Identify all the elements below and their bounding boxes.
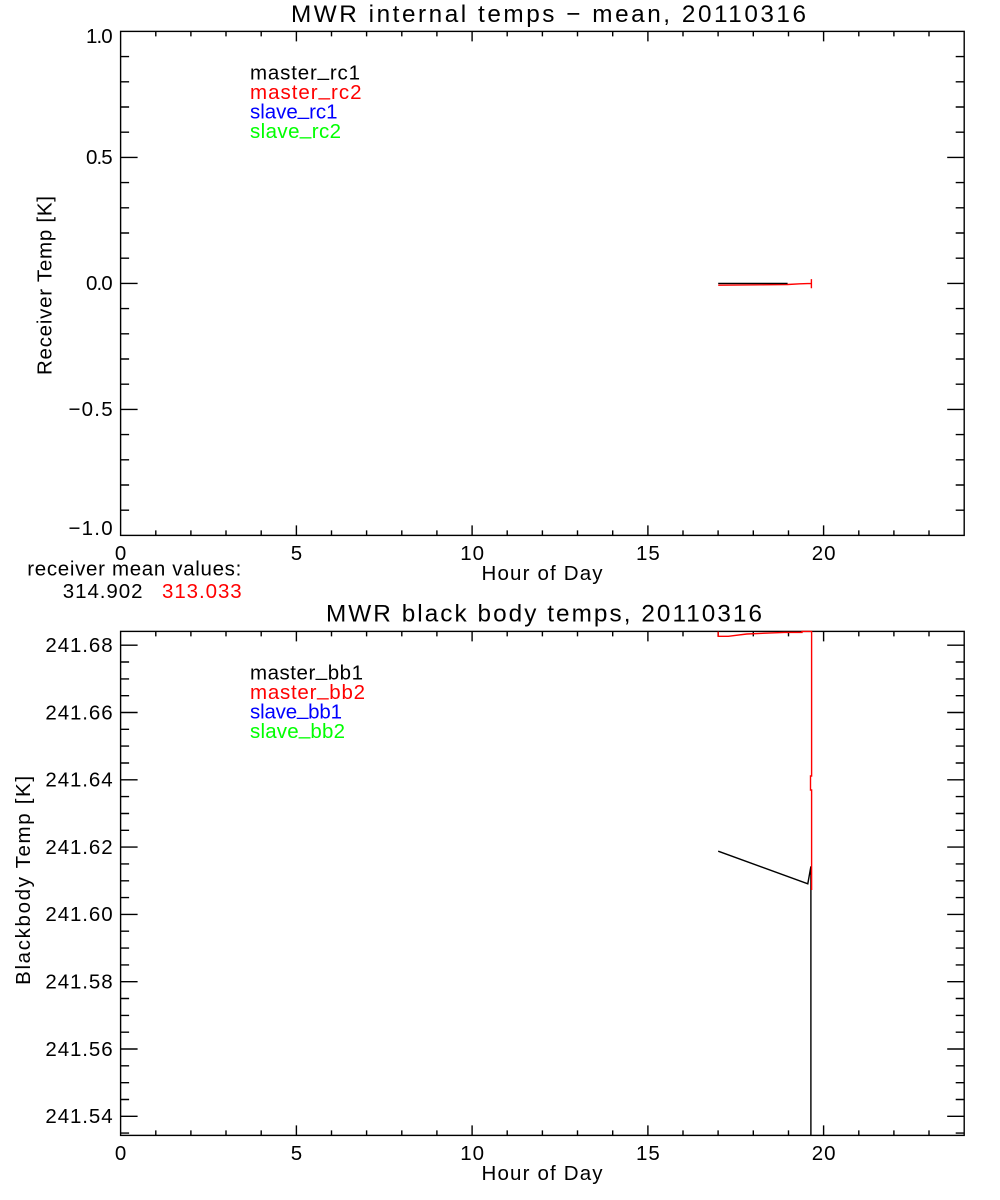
svg-text:slave_rc2: slave_rc2 — [250, 116, 341, 143]
svg-text:20: 20 — [812, 1142, 836, 1165]
svg-text:slave_bb2: slave_bb2 — [250, 716, 345, 743]
svg-text:241.60: 241.60 — [45, 903, 112, 926]
svg-text:15: 15 — [636, 542, 660, 565]
svg-text:5: 5 — [291, 542, 302, 565]
svg-text:Hour of Day: Hour of Day — [482, 562, 604, 585]
svg-text:20: 20 — [812, 542, 836, 565]
svg-text:master_bb1: master_bb1 — [250, 658, 363, 685]
svg-text:Receiver Temp [K]: Receiver Temp [K] — [34, 196, 57, 375]
svg-text:Blackbody Temp [K]: Blackbody Temp [K] — [12, 776, 35, 985]
svg-text:−0.5: −0.5 — [69, 398, 113, 421]
svg-text:0.0: 0.0 — [86, 272, 113, 295]
svg-text:241.58: 241.58 — [45, 971, 112, 994]
svg-text:15: 15 — [636, 1142, 660, 1165]
svg-text:MWR black body temps, 20110316: MWR black body temps, 20110316 — [326, 601, 762, 628]
svg-text:slave_bb1: slave_bb1 — [250, 697, 342, 724]
svg-text:241.64: 241.64 — [45, 769, 112, 792]
svg-text:−1.0: −1.0 — [69, 517, 113, 540]
svg-text:slave_rc1: slave_rc1 — [250, 97, 338, 124]
svg-text:1.0: 1.0 — [86, 25, 113, 48]
svg-text:master_bb2: master_bb2 — [250, 677, 365, 704]
svg-text:MWR internal temps − mean, 201: MWR internal temps − mean, 20110316 — [291, 1, 806, 28]
svg-text:master_rc2: master_rc2 — [250, 77, 362, 104]
svg-text:0.5: 0.5 — [86, 146, 113, 169]
svg-text:241.54: 241.54 — [45, 1105, 112, 1128]
svg-text:313.033: 313.033 — [162, 580, 242, 603]
svg-text:241.56: 241.56 — [45, 1038, 112, 1061]
svg-text:master_rc1: master_rc1 — [250, 58, 360, 85]
svg-text:5: 5 — [291, 1142, 302, 1165]
svg-text:0: 0 — [115, 542, 126, 565]
svg-text:241.68: 241.68 — [45, 634, 112, 657]
svg-text:314.902: 314.902 — [63, 580, 143, 603]
svg-text:241.62: 241.62 — [45, 836, 112, 859]
svg-text:10: 10 — [460, 542, 484, 565]
svg-text:241.66: 241.66 — [45, 701, 112, 724]
svg-text:10: 10 — [460, 1142, 484, 1165]
svg-text:0: 0 — [115, 1142, 126, 1165]
svg-text:Hour of Day: Hour of Day — [482, 1162, 604, 1185]
svg-text:receiver mean values:: receiver mean values: — [27, 558, 241, 581]
